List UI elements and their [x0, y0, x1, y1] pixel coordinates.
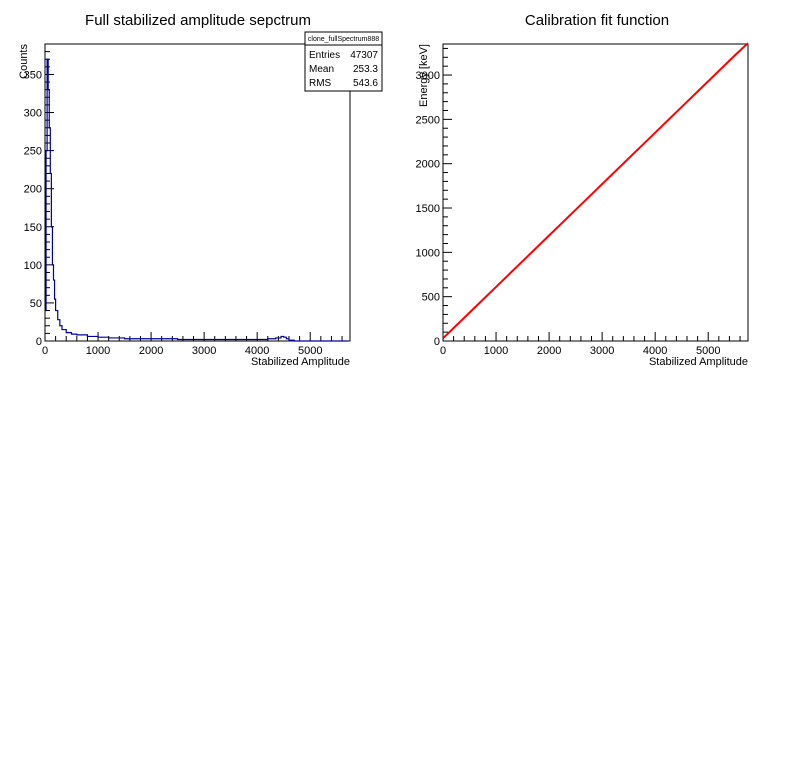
x-tick-label: 5000: [298, 345, 322, 357]
x-tick-label: 3000: [192, 345, 216, 357]
y-tick-label: 150: [24, 222, 42, 234]
y-tick-label: 500: [422, 292, 440, 304]
x-tick-label: 4000: [245, 345, 269, 357]
x-tick-label: 0: [42, 345, 48, 357]
plot-frame: [44, 43, 351, 342]
chart-title: Full stabilized amplitude sepctrum: [85, 12, 311, 29]
axis-ticks: 0 1000 2000 3000 4000 5000 0 50 100 150 200 250 300 3…: [24, 43, 343, 357]
stats-rms-value: 543.6: [353, 78, 378, 89]
y-tick-label: 2000: [416, 159, 440, 171]
y-tick-label: 300: [24, 108, 42, 120]
y-tick-label: 350: [24, 69, 42, 81]
y-tick-label: 0: [434, 336, 440, 348]
stats-rms-label: RMS: [309, 78, 332, 89]
x-tick-label: 4000: [643, 345, 667, 357]
y-tick-label: 1500: [416, 203, 440, 215]
stats-box-frame: [304, 31, 383, 92]
stats-entries-label: Entries: [309, 50, 340, 61]
histogram-series: [45, 58, 348, 342]
calibration-fit-line: [442, 42, 749, 340]
stats-mean-label: Mean: [309, 64, 334, 75]
y-axis-label: Energy [keV]: [418, 44, 430, 107]
stats-entries-value: 47307: [350, 50, 378, 61]
y-tick-label: 0: [36, 336, 42, 348]
calibration-panel: Calibration fit function 0 1000 2000 3000 40…: [416, 12, 749, 368]
x-tick-label: 3000: [590, 345, 614, 357]
x-tick-label: 5000: [696, 345, 720, 357]
histogram-panel: Full stabilized amplitude sepctrum 0 1000…: [18, 12, 383, 368]
chart-title: Calibration fit function: [525, 12, 669, 29]
y-tick-label: 100: [24, 260, 42, 272]
x-tick-label: 2000: [139, 345, 163, 357]
x-tick-label: 0: [440, 345, 446, 357]
stats-box: clone_fullSpectrum888 Entries 47307 Mean…: [304, 31, 383, 92]
y-tick-label: 2500: [416, 114, 440, 126]
x-tick-label: 1000: [484, 345, 508, 357]
stats-mean-value: 253.3: [353, 64, 378, 75]
y-axis-label: Counts: [18, 44, 30, 79]
x-tick-label: 2000: [537, 345, 561, 357]
y-tick-label: 200: [24, 184, 42, 196]
stats-name: clone_fullSpectrum888: [308, 36, 379, 43]
x-axis-label: Stabilized Amplitude: [649, 356, 748, 368]
plot-frame: [442, 43, 749, 342]
axis-ticks: 0 1000 2000 3000 4000 5000 0 500 1000 1500 2000 250…: [416, 47, 741, 357]
x-tick-label: 1000: [86, 345, 110, 357]
x-axis-label: Stabilized Amplitude: [251, 356, 350, 368]
y-tick-label: 250: [24, 146, 42, 158]
y-tick-label: 3000: [416, 70, 440, 82]
y-tick-label: 50: [30, 298, 42, 310]
y-tick-label: 1000: [416, 247, 440, 259]
